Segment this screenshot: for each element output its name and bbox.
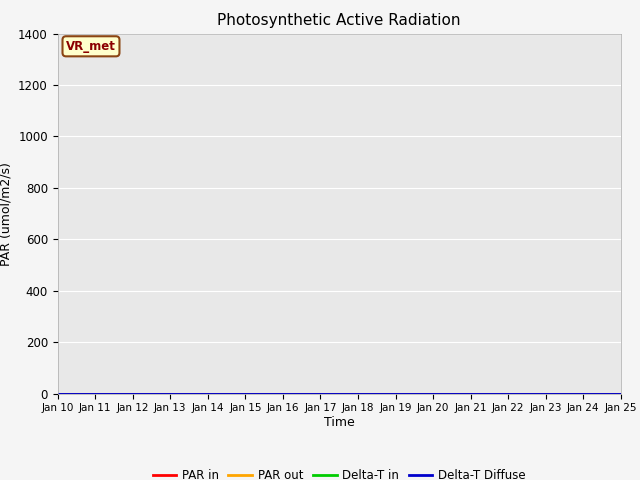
Delta-T in [454,391,461,396]
Delta-T in [264,391,272,396]
PAR out [234,391,242,396]
X-axis label: Time: Time [324,416,355,429]
PAR out [420,391,428,396]
PAR in [628,306,636,312]
Delta-T Diffuse [54,391,61,396]
Delta-T in [234,391,242,396]
PAR out [124,391,132,396]
PAR in [454,391,461,396]
PAR out [287,391,294,396]
PAR in [234,391,242,396]
PAR out [628,388,636,394]
Line: Delta-T Diffuse: Delta-T Diffuse [58,385,640,394]
PAR in [54,391,61,396]
Delta-T Diffuse [628,383,636,388]
PAR in [264,391,272,396]
Delta-T Diffuse [124,391,132,396]
Legend: PAR in, PAR out, Delta-T in, Delta-T Diffuse: PAR in, PAR out, Delta-T in, Delta-T Dif… [148,464,531,480]
Delta-T Diffuse [454,391,461,396]
Line: PAR out: PAR out [58,391,640,394]
PAR out [264,391,272,396]
Delta-T in [124,391,132,396]
PAR in [420,391,428,396]
Delta-T Diffuse [287,391,294,396]
PAR out [54,391,61,396]
PAR out [454,391,461,396]
Line: PAR in: PAR in [58,309,640,394]
Y-axis label: PAR (umol/m2/s): PAR (umol/m2/s) [0,162,13,265]
PAR in [287,391,294,396]
Title: Photosynthetic Active Radiation: Photosynthetic Active Radiation [218,13,461,28]
Delta-T Diffuse [420,391,428,396]
PAR in [124,391,132,396]
Delta-T in [420,391,428,396]
Text: VR_met: VR_met [66,40,116,53]
Delta-T Diffuse [234,391,242,396]
Delta-T in [287,391,294,396]
Delta-T Diffuse [264,391,272,396]
Delta-T in [54,391,61,396]
